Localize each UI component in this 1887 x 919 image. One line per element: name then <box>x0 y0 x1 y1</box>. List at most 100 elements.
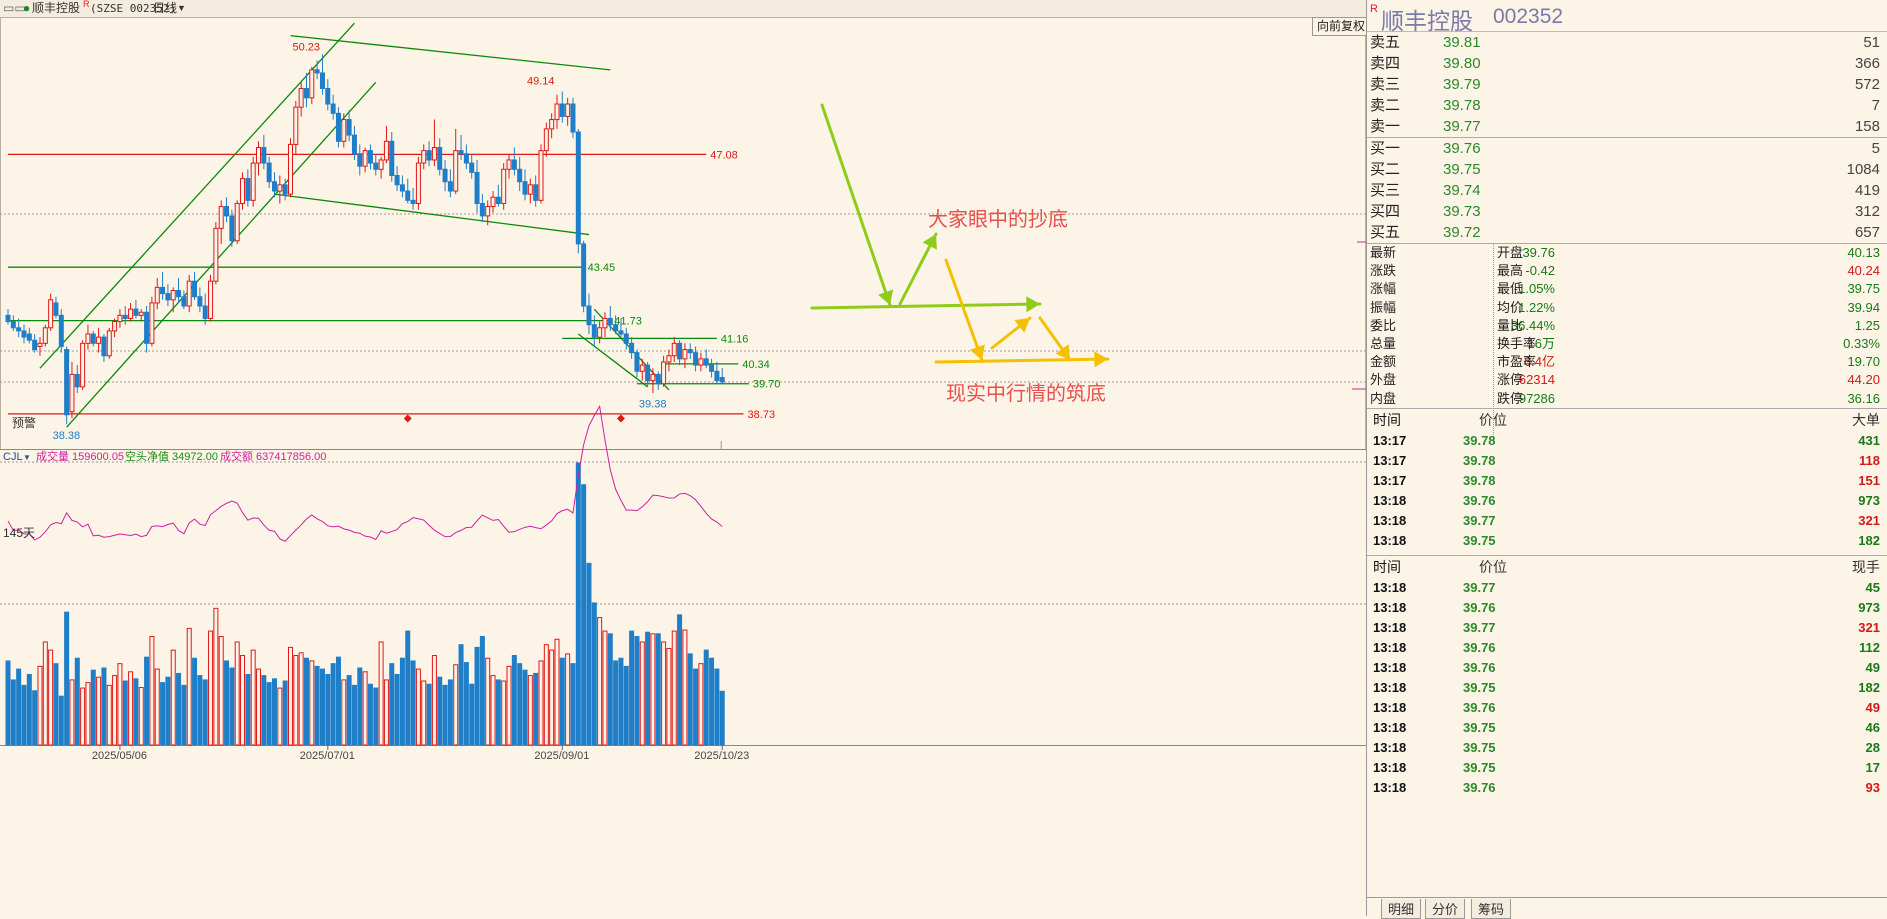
candle-body <box>506 159 512 170</box>
volume-bar <box>602 630 608 746</box>
candle-body <box>37 342 43 347</box>
volume-bar <box>661 641 667 746</box>
volume-bar <box>229 667 235 746</box>
candle-body <box>703 358 709 366</box>
quote-title: R 顺丰控股 002352 <box>1367 0 1887 34</box>
volume-bar <box>629 630 635 746</box>
candle-body <box>533 184 539 201</box>
tab-price-dist[interactable]: 分价 <box>1425 899 1466 919</box>
volume-bar <box>149 636 155 746</box>
volume-bar <box>655 633 661 746</box>
volume-bar <box>565 653 571 746</box>
candle-body <box>64 349 70 416</box>
volume-bar <box>559 657 565 746</box>
candle-body <box>479 202 485 217</box>
level-label: 卖四 <box>1370 55 1401 72</box>
yellow-arrow <box>944 258 984 362</box>
volume-bar <box>591 602 597 746</box>
candle-body <box>410 199 416 204</box>
candle-body <box>618 330 624 335</box>
candle-body <box>128 308 134 319</box>
bottom-tabs: 明细 分价 筹码 <box>1367 897 1887 919</box>
candle-body <box>122 314 128 319</box>
stat-value: 39.94 <box>1847 299 1880 315</box>
xaxis-tick-label: 2025/07/01 <box>300 750 355 762</box>
tab-chips[interactable]: 筹码 <box>1471 899 1512 919</box>
rights-flag: R <box>83 0 90 9</box>
trade-row: 13:18 39.76 49 <box>1367 698 1887 718</box>
trade-time: 13:18 <box>1373 492 1407 508</box>
candle-body <box>453 150 459 192</box>
stat-value: 36.44% <box>1510 317 1555 333</box>
stat-value: 39.75 <box>1847 281 1880 297</box>
quote-row: 总量 16万 换手率 0.33% <box>1367 335 1887 353</box>
volume-bar <box>431 655 437 746</box>
volume-bar <box>266 682 272 746</box>
stat-label: 开盘 <box>1497 245 1524 260</box>
level-price: 39.72 <box>1443 224 1481 241</box>
layout-icon[interactable]: ▭▭ <box>3 1 26 15</box>
volume-bar <box>330 663 336 746</box>
trade-row: 13:17 39.78 431 <box>1367 431 1887 451</box>
tab-detail[interactable]: 明细 <box>1381 899 1422 919</box>
tick-list[interactable]: 13:18 39.77 45 13:18 39.76 973 13:18 39.77 321 13… <box>1367 578 1887 798</box>
trade-price: 39.78 <box>1463 432 1496 448</box>
chevron-down-icon[interactable]: ▼ <box>177 3 186 13</box>
volume-bar <box>442 684 448 746</box>
candle-body <box>16 327 22 332</box>
quote-row: 振幅 1.22% 均价 39.94 <box>1367 299 1887 317</box>
candle-body <box>176 289 182 298</box>
volume-bar <box>314 665 320 746</box>
candle-body <box>133 308 139 316</box>
candle-body <box>218 206 224 229</box>
trade-time: 13:18 <box>1373 759 1407 775</box>
volume-bar <box>618 657 624 746</box>
volume-bar <box>335 656 341 746</box>
yellow-arrow <box>934 357 1110 364</box>
volume-bar <box>383 679 389 746</box>
volume-bar <box>197 675 203 746</box>
candle-body <box>511 159 517 170</box>
period-select[interactable]: 日线 <box>153 1 178 15</box>
level-label: 卖五 <box>1370 34 1401 51</box>
volume-bar <box>373 687 379 746</box>
volume-bar <box>554 638 560 746</box>
extreme-price-label: 39.38 <box>639 399 667 411</box>
candle-body <box>389 140 395 177</box>
level-volume: 158 <box>1854 118 1880 135</box>
candle-body <box>154 286 160 304</box>
col-time: 时间 <box>1373 411 1401 428</box>
stat-value: -1.05% <box>1513 281 1555 297</box>
candle-body <box>245 178 251 201</box>
indicator-value: 成交额 637417856.00 <box>220 449 326 463</box>
volume-bar <box>623 665 629 746</box>
volume-bar <box>272 678 277 746</box>
trade-volume: 431 <box>1858 432 1880 448</box>
trade-time: 13:18 <box>1373 699 1407 715</box>
stat-value: 39.76 <box>1522 245 1555 260</box>
candle-body <box>10 321 16 329</box>
volume-bar <box>351 684 357 746</box>
volume-bar <box>128 671 134 746</box>
candle-body <box>170 289 176 301</box>
volume-bar <box>405 630 411 746</box>
kline-chart[interactable]: 47.08 43.45 41.73 41.16 40.34 39.70 38.73 50.23… <box>0 0 1366 916</box>
lime-arrow <box>810 302 1042 310</box>
col-vol: 现手 <box>1852 558 1880 575</box>
stat-label: 涨幅 <box>1370 281 1397 297</box>
candle-body <box>698 358 704 366</box>
stat-value: -0.42 <box>1525 263 1555 279</box>
quote-stock-code: 002352 <box>1493 5 1564 28</box>
volume-bar <box>394 674 400 746</box>
volume-bar <box>133 678 139 746</box>
volume-bar <box>650 633 656 746</box>
level-label: 卖一 <box>1370 118 1401 135</box>
volume-bar <box>693 668 699 746</box>
level-label: 买二 <box>1370 161 1401 178</box>
volume-bar <box>463 662 469 746</box>
alert-tag[interactable]: 预警 <box>12 416 37 430</box>
fq-button[interactable]: 向前复权 <box>1312 17 1371 36</box>
bid-row: 买五 39.72 657 <box>1367 222 1887 243</box>
trend-line <box>274 193 590 236</box>
volume-bar <box>341 679 347 746</box>
